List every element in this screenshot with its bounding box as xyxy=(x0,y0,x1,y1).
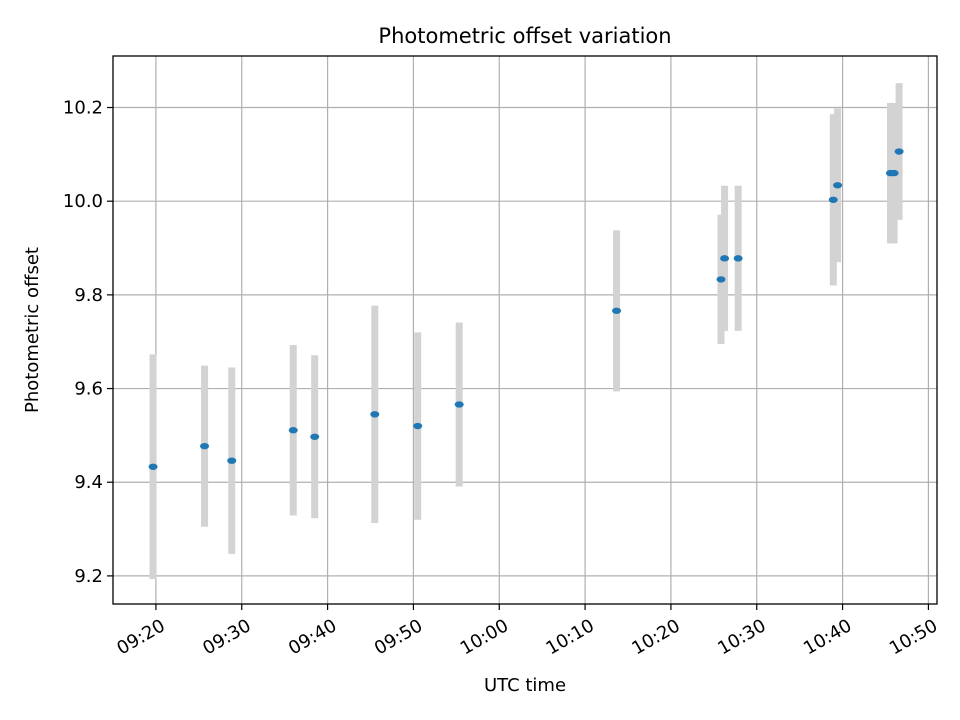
x-tick-label: 09:50 xyxy=(371,615,426,659)
x-axis: 09:20 09:30 09:40 09:50 10:00 10:10 10:20 10:30… xyxy=(113,604,941,659)
data-point xyxy=(716,276,726,283)
data-point xyxy=(148,463,158,470)
data-point xyxy=(288,427,298,434)
x-tick-label: 10:10 xyxy=(543,615,598,659)
data-point xyxy=(227,457,237,464)
error-bars xyxy=(149,83,903,580)
data-point xyxy=(894,148,904,155)
data-point xyxy=(370,411,380,418)
y-tick-label: 9.8 xyxy=(74,285,103,306)
data-point xyxy=(310,433,320,440)
y-tick-label: 9.2 xyxy=(74,566,103,587)
x-tick-label: 10:00 xyxy=(457,615,512,659)
y-tick-label: 9.6 xyxy=(74,379,103,400)
data-point xyxy=(612,307,622,314)
y-axis-title: Photometric offset xyxy=(22,247,43,413)
y-tick-label: 10.0 xyxy=(63,191,103,212)
x-tick-label: 09:40 xyxy=(285,615,340,659)
x-tick-label: 09:30 xyxy=(199,615,254,659)
x-tick-label: 09:20 xyxy=(113,615,168,659)
y-tick-label: 10.2 xyxy=(63,98,103,119)
chart-title: Photometric offset variation xyxy=(378,24,671,48)
data-point xyxy=(833,182,843,189)
data-point xyxy=(200,442,210,450)
data-point xyxy=(720,255,730,262)
x-axis-title: UTC time xyxy=(484,675,566,696)
y-tick-label: 9.4 xyxy=(74,472,103,493)
x-tick-label: 10:40 xyxy=(800,615,855,659)
x-tick-label: 10:30 xyxy=(714,615,769,659)
grid xyxy=(113,56,937,604)
data-point xyxy=(413,422,423,430)
data-point xyxy=(733,255,743,262)
plot-frame xyxy=(112,55,938,605)
data-point xyxy=(454,401,464,408)
y-axis: 9.2 9.4 9.6 9.8 10.0 10.2 xyxy=(63,98,113,587)
data-points xyxy=(148,148,904,470)
data-point xyxy=(828,196,838,203)
data-point xyxy=(889,169,899,177)
x-tick-label: 10:50 xyxy=(886,615,941,659)
x-tick-label: 10:20 xyxy=(628,615,683,659)
